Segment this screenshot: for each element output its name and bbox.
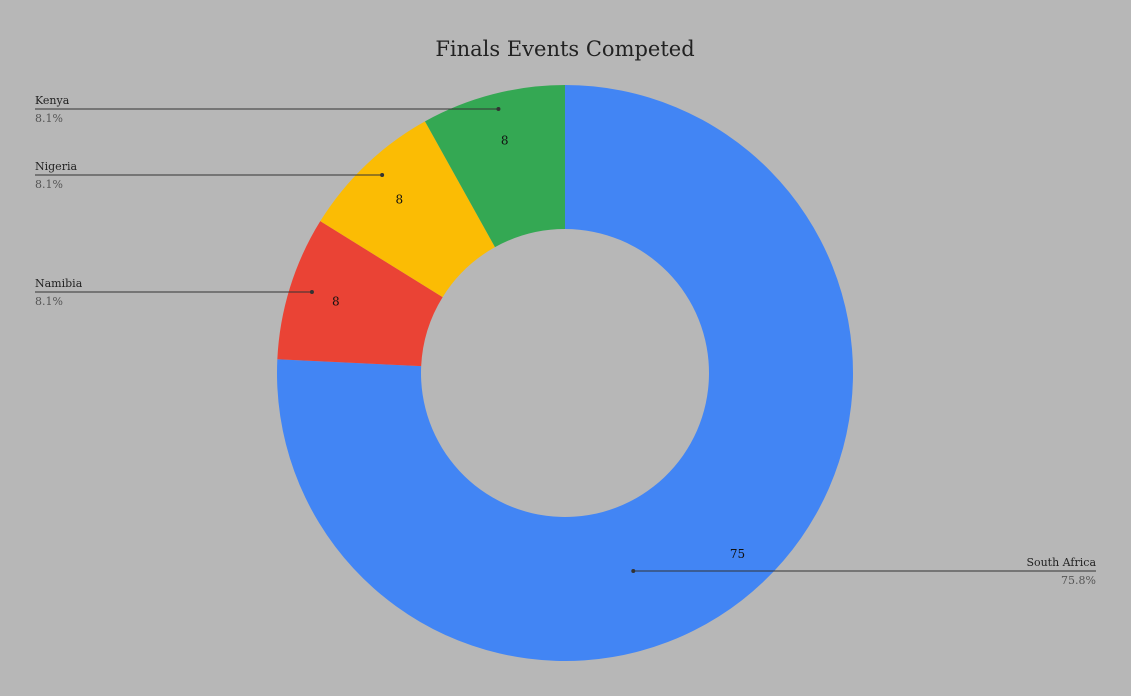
- legend-name-kenya: Kenya: [35, 94, 70, 107]
- chart-title: Finals Events Competed: [435, 37, 694, 61]
- legend-percent-kenya: 8.1%: [35, 112, 63, 125]
- legend-item-kenya: Kenya 8.1%: [35, 94, 501, 125]
- leader-dot-south-africa: [631, 569, 636, 573]
- value-label-south-africa: 75: [730, 547, 745, 561]
- legend-item-south-africa: South Africa 75.8%: [631, 556, 1096, 587]
- legend-group: South Africa75.8%Namibia8.1%Nigeria8.1%K…: [35, 94, 1096, 587]
- leader-dot-nigeria: [380, 173, 385, 177]
- value-label-kenya: 8: [501, 134, 509, 148]
- slice-namibia: [277, 221, 443, 367]
- value-label-namibia: 8: [332, 295, 340, 309]
- value-label-nigeria: 8: [396, 192, 404, 206]
- slice-nigeria: [320, 121, 495, 298]
- legend-item-namibia: Namibia 8.1%: [35, 277, 314, 308]
- slices-group: [277, 85, 853, 662]
- slice-south-africa: [277, 85, 853, 662]
- value-labels-group: 75 8 8 8: [332, 134, 745, 561]
- legend-percent-namibia: 8.1%: [35, 295, 63, 308]
- legend-item-nigeria: Nigeria 8.1%: [35, 160, 385, 191]
- legend-name-namibia: Namibia: [35, 277, 83, 290]
- legend-percent-south-africa: 75.8%: [1061, 574, 1096, 587]
- legend-name-south-africa: South Africa: [1026, 556, 1096, 569]
- slice-kenya: [424, 85, 565, 248]
- legend-name-nigeria: Nigeria: [35, 160, 77, 173]
- legend-percent-nigeria: 8.1%: [35, 178, 63, 191]
- leader-dot-namibia: [309, 290, 314, 294]
- leader-dot-kenya: [496, 107, 501, 111]
